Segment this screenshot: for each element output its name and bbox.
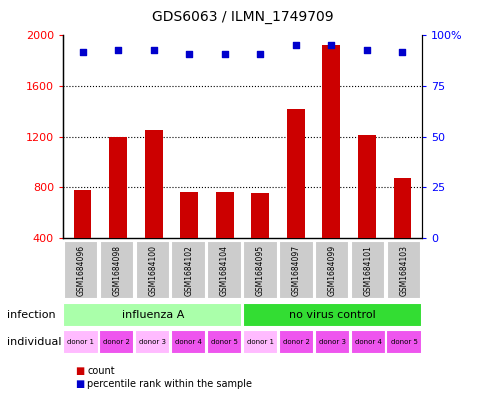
Bar [322, 46, 339, 238]
Bar [278, 241, 313, 299]
Bar [251, 193, 269, 238]
Bar [63, 303, 242, 327]
Bar [314, 241, 349, 299]
Bar [74, 190, 91, 238]
Text: donor 1: donor 1 [246, 339, 273, 345]
Text: no virus control: no virus control [288, 310, 375, 320]
Bar [242, 330, 277, 354]
Point [150, 46, 157, 53]
Point [114, 46, 122, 53]
Text: GSM1684102: GSM1684102 [184, 245, 193, 296]
Bar [171, 330, 206, 354]
Bar [287, 109, 304, 238]
Text: donor 5: donor 5 [211, 339, 238, 345]
Text: count: count [87, 366, 115, 376]
Text: infection: infection [7, 310, 56, 320]
Bar [393, 178, 410, 238]
Bar [350, 241, 385, 299]
Text: influenza A: influenza A [121, 310, 183, 320]
Text: GSM1684104: GSM1684104 [220, 245, 228, 296]
Bar [135, 241, 170, 299]
Text: donor 4: donor 4 [175, 339, 202, 345]
Text: GDS6063 / ILMN_1749709: GDS6063 / ILMN_1749709 [151, 10, 333, 24]
Bar [135, 330, 170, 354]
Bar [207, 241, 242, 299]
Bar [63, 330, 98, 354]
Text: percentile rank within the sample: percentile rank within the sample [87, 379, 252, 389]
Text: GSM1684103: GSM1684103 [399, 245, 408, 296]
Point [327, 42, 334, 49]
Text: donor 2: donor 2 [103, 339, 130, 345]
Text: GSM1684100: GSM1684100 [148, 245, 157, 296]
Point [362, 46, 370, 53]
Bar [63, 241, 98, 299]
Text: donor 3: donor 3 [139, 339, 166, 345]
Text: donor 1: donor 1 [67, 339, 94, 345]
Text: individual: individual [7, 337, 61, 347]
Bar [145, 130, 162, 238]
Bar [99, 330, 134, 354]
Point [220, 50, 228, 57]
Point [78, 48, 86, 55]
Bar [207, 330, 242, 354]
Text: GSM1684097: GSM1684097 [291, 244, 300, 296]
Text: GSM1684095: GSM1684095 [256, 244, 264, 296]
Bar [109, 136, 127, 238]
Text: GSM1684098: GSM1684098 [112, 245, 121, 296]
Text: GSM1684101: GSM1684101 [363, 245, 372, 296]
Bar [242, 303, 421, 327]
Text: donor 4: donor 4 [354, 339, 381, 345]
Text: GSM1684099: GSM1684099 [327, 244, 336, 296]
Bar [314, 330, 349, 354]
Text: donor 5: donor 5 [390, 339, 417, 345]
Bar [242, 241, 277, 299]
Point [185, 50, 193, 57]
Text: GSM1684096: GSM1684096 [76, 244, 85, 296]
Bar [171, 241, 206, 299]
Bar [386, 241, 421, 299]
Point [256, 50, 264, 57]
Point [291, 42, 299, 49]
Bar [180, 192, 197, 238]
Bar [386, 330, 421, 354]
Bar [357, 135, 375, 238]
Text: ■: ■ [75, 379, 84, 389]
Text: donor 3: donor 3 [318, 339, 345, 345]
Bar [350, 330, 385, 354]
Bar [215, 192, 233, 238]
Point [398, 48, 406, 55]
Bar [99, 241, 134, 299]
Text: donor 2: donor 2 [282, 339, 309, 345]
Text: ■: ■ [75, 366, 84, 376]
Bar [278, 330, 313, 354]
